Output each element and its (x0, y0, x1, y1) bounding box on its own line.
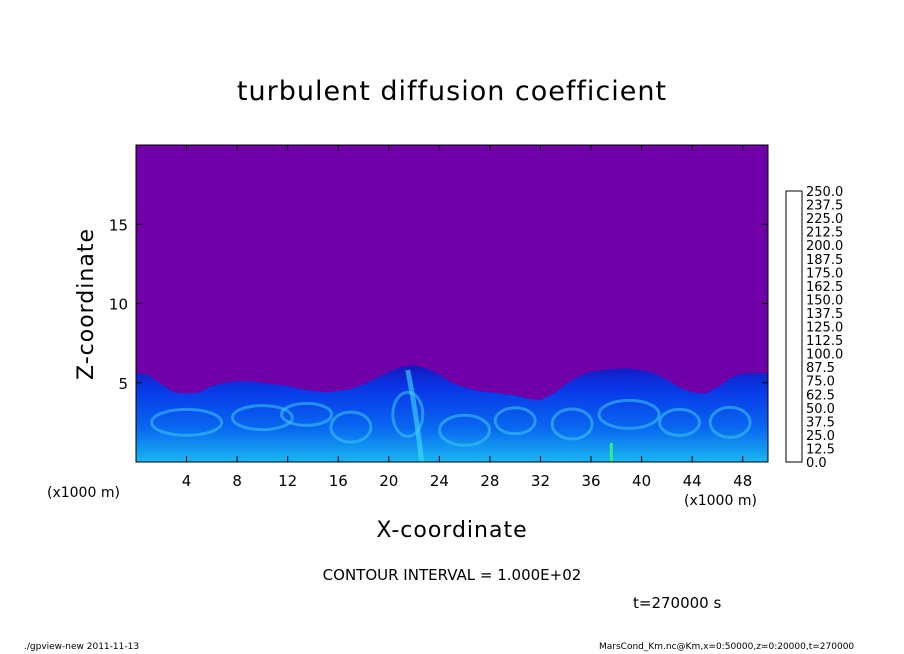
x-tick-label: 44 (683, 472, 702, 490)
colorbar-label: 237.5 (806, 199, 843, 214)
footer-command: ./gpview-new 2011-11-13 (24, 642, 140, 652)
colorbar-label: 137.5 (806, 307, 843, 322)
y-tick-label: 5 (118, 375, 128, 393)
colorbar-label: 100.0 (806, 348, 843, 363)
convective-plume (405, 369, 425, 462)
y-tick-label: 15 (109, 216, 128, 234)
eddy-swirl (280, 401, 334, 427)
colorbar-label: 187.5 (806, 253, 843, 268)
colorbar-label: 50.0 (806, 402, 835, 417)
eddy-swirl (550, 407, 594, 441)
colorbar-label: 112.5 (806, 334, 843, 349)
colorbar-label: 12.5 (806, 442, 835, 457)
eddy-swirl (708, 405, 752, 439)
x-tick-label: 20 (379, 472, 398, 490)
x-tick-label: 12 (278, 472, 297, 490)
eddy-swirl (150, 407, 224, 437)
footer-source: MarsCond_Km.nc@Km,x=0:50000,z=0:20000,t=… (599, 642, 855, 652)
eddy-swirl (391, 390, 425, 438)
eddy-swirl (329, 410, 373, 444)
x-tick-label: 4 (182, 472, 192, 490)
x-tick-label: 36 (581, 472, 600, 490)
chart-title: turbulent diffusion coefficient (236, 76, 668, 107)
x-tick-label: 24 (430, 472, 449, 490)
colorbar-label: 175.0 (806, 266, 843, 281)
colorbar-label: 25.0 (806, 429, 835, 444)
contour-interval-label: CONTOUR INTERVAL = 1.000E+02 (322, 566, 582, 584)
colorbar-label: 225.0 (806, 212, 843, 227)
x-tick-label: 28 (480, 472, 499, 490)
x-tick-label: 32 (531, 472, 550, 490)
eddy-swirl (658, 407, 701, 437)
boundary-layer-field (136, 365, 768, 462)
x-tick-label: 16 (329, 472, 348, 490)
colorbar-label: 150.0 (806, 293, 843, 308)
eddy-swirl (438, 413, 492, 447)
colorbar-label: 75.0 (806, 375, 835, 390)
colorbar-label: 37.5 (806, 415, 835, 430)
x-unit-label-right: (x1000 m) (684, 493, 757, 509)
x-tick-label: 40 (632, 472, 651, 490)
colorbar-label: 87.5 (806, 361, 835, 376)
y-tick-label: 10 (109, 296, 128, 314)
colorbar-label: 250.0 (806, 185, 843, 200)
x-axis-title: X-coordinate (376, 518, 527, 543)
colorbar-frame (785, 190, 803, 463)
colorbar-label: 200.0 (806, 239, 843, 254)
y-axis-title: Z-coordinate (74, 228, 99, 380)
colorbar-label: 62.5 (806, 388, 835, 403)
eddy-swirl (493, 406, 537, 436)
eddy-swirl (230, 404, 294, 432)
colorbar-label: 0.0 (806, 456, 827, 471)
colorbar-label: 212.5 (806, 226, 843, 241)
colorbar-label: 125.0 (806, 321, 843, 336)
time-label: t=270000 s (633, 594, 722, 612)
x-tick-label: 8 (232, 472, 242, 490)
eddy-swirl (597, 398, 661, 430)
x-unit-label-left: (x1000 m) (47, 485, 120, 501)
colorbar-label: 162.5 (806, 280, 843, 295)
x-tick-label: 48 (733, 472, 752, 490)
